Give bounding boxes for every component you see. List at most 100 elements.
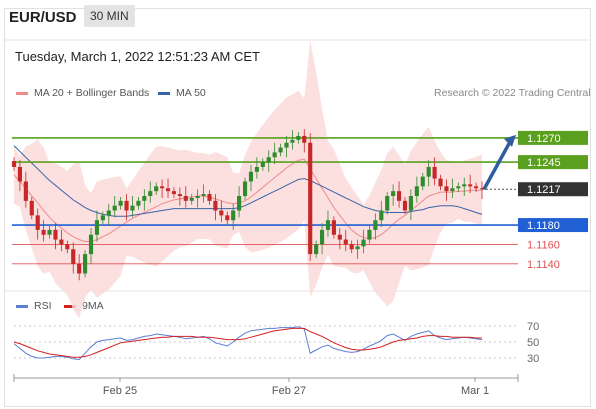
candle-body	[278, 147, 283, 153]
date-label: Tuesday, March 1, 2022 12:51:23 AM CET	[15, 49, 260, 64]
candle-body	[438, 178, 443, 187]
candle-body	[373, 220, 378, 230]
legend-ma50: MA 50	[158, 87, 206, 99]
x-tick-label: Feb 25	[103, 385, 137, 397]
candle-body	[337, 234, 342, 240]
legend-label-rsi: RSI	[34, 300, 52, 312]
candle-body	[77, 263, 82, 274]
candle-body	[325, 220, 331, 230]
rsi-tick-70: 70	[527, 321, 539, 333]
candle-body	[361, 239, 366, 247]
candle-body	[479, 188, 485, 190]
candle-body	[177, 194, 182, 196]
level-label-1.1180: 1.1180	[527, 220, 560, 232]
candle-body	[231, 210, 236, 221]
level-tag-1.1217	[518, 182, 588, 197]
candle-body	[17, 166, 22, 182]
projection-arrow-head	[504, 134, 516, 147]
candle-body	[195, 196, 200, 198]
candle-body	[254, 166, 259, 172]
candle-body	[59, 239, 64, 245]
level-label-1.1140: 1.1140	[527, 259, 560, 271]
candle-body	[408, 196, 413, 211]
level-tag-1.1180	[518, 218, 588, 233]
candle-body	[148, 191, 153, 196]
candle-body	[444, 186, 449, 192]
candle-body	[53, 229, 58, 240]
legend-swatch-rsi	[16, 304, 28, 308]
candle-body	[319, 229, 325, 245]
candle-body	[462, 184, 467, 187]
candle-body	[396, 191, 402, 201]
candle-body	[248, 171, 254, 182]
level-label-1.1245: 1.1245	[527, 157, 561, 169]
candle-body	[385, 196, 390, 211]
candle-body	[183, 196, 188, 201]
candle-body	[160, 186, 165, 189]
candle-body	[242, 181, 248, 196]
level-label-1.1160: 1.1160	[527, 239, 560, 251]
legend-swatch-ma50	[158, 91, 170, 95]
candle-body	[272, 152, 277, 158]
candle-body	[41, 229, 46, 235]
legend-rsi: RSI	[16, 300, 52, 312]
candle-body	[106, 210, 111, 216]
candle-body	[100, 215, 105, 221]
ma50-line	[13, 145, 483, 217]
bollinger-band	[14, 40, 482, 319]
candle-body	[296, 135, 301, 140]
candle-body	[71, 249, 76, 264]
rsi-tick-30: 30	[527, 353, 539, 365]
candle-body	[225, 215, 230, 221]
x-tick-label: Mar 1	[461, 385, 489, 397]
projection-arrow-shaft	[482, 141, 512, 191]
candle-body	[11, 161, 17, 167]
candle-body	[165, 188, 171, 192]
candle-body	[266, 157, 271, 163]
candle-body	[468, 184, 473, 187]
candle-body	[237, 196, 242, 211]
candle-body	[118, 200, 123, 206]
candle-body	[142, 196, 147, 201]
candle-body	[94, 220, 100, 235]
candle-body	[260, 162, 265, 167]
candle-body	[47, 229, 52, 235]
candle-body	[219, 210, 224, 216]
x-tick-label: Feb 27	[272, 385, 306, 397]
candle-body	[367, 229, 372, 240]
candle-body	[83, 254, 88, 274]
candle-body	[112, 205, 117, 211]
candle-body	[450, 188, 455, 192]
candle-body	[124, 200, 129, 211]
symbol-label: EUR/USD	[9, 9, 77, 26]
rsi-tick-50: 50	[527, 337, 539, 349]
candle-body	[207, 194, 212, 201]
legend-label-ma20: MA 20 + Bollinger Bands	[34, 87, 150, 99]
candle-body	[130, 205, 135, 211]
legend-label-ma50: MA 50	[176, 87, 206, 99]
legend-swatch-9ma	[64, 304, 76, 308]
candle-body	[314, 244, 319, 255]
candle-body	[201, 194, 206, 196]
candle-body	[29, 200, 34, 216]
candle-body	[35, 215, 40, 230]
candle-body	[391, 191, 396, 196]
candle-body	[456, 186, 461, 189]
candle-body	[474, 186, 479, 189]
candle-body	[426, 166, 431, 177]
legend-ma20: MA 20 + Bollinger Bands	[16, 87, 149, 99]
candle-body	[420, 176, 425, 187]
candle-body	[432, 166, 437, 179]
candle-body	[88, 234, 94, 255]
credit-label: Research © 2022 Trading Central	[434, 87, 591, 99]
candle-body	[331, 220, 336, 235]
level-label-1.1217: 1.1217	[527, 184, 561, 196]
timeframe-badge[interactable]: 30 MIN	[84, 5, 135, 27]
candle-body	[379, 210, 384, 221]
rsi-line	[13, 326, 483, 361]
rsi-9ma-line	[13, 327, 482, 358]
candle-body	[349, 244, 354, 250]
candle-body	[308, 142, 313, 255]
candle-body	[290, 139, 295, 143]
